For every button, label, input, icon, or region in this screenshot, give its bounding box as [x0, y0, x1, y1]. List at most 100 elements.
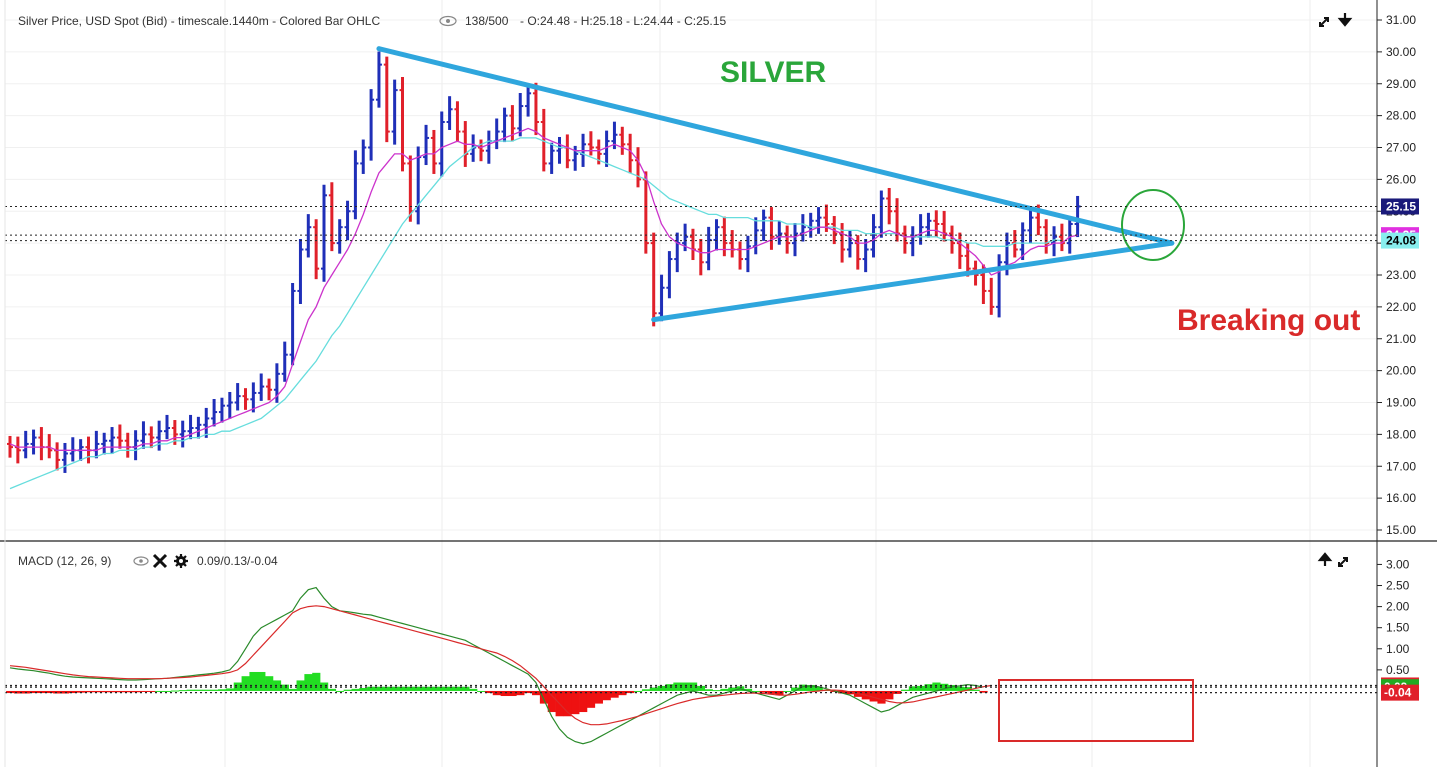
ohlc-bar[interactable]	[705, 226, 712, 271]
ohlc-bar[interactable]	[156, 420, 163, 451]
trendline[interactable]	[651, 240, 1175, 323]
ohlc-bar[interactable]	[266, 378, 273, 401]
ohlc-bar[interactable]	[658, 274, 665, 322]
ohlc-bar[interactable]	[517, 92, 524, 137]
gear-icon[interactable]	[174, 554, 188, 568]
ohlc-bar[interactable]	[234, 383, 241, 411]
ohlc-bar[interactable]	[603, 130, 610, 167]
price-panel[interactable]	[5, 46, 1377, 490]
ohlc-bar[interactable]	[226, 391, 233, 419]
bar-count: 138/500	[465, 14, 509, 28]
ohlc-bar[interactable]	[258, 373, 265, 401]
ohlc-bar[interactable]	[901, 225, 908, 254]
ohlc-bar[interactable]	[846, 230, 853, 258]
ohlc-bar[interactable]	[195, 416, 202, 439]
ohlc-bar[interactable]	[540, 108, 547, 172]
macd-value-label-text: -0.04	[1384, 686, 1412, 700]
ohlc-bar[interactable]	[925, 212, 932, 238]
ohlc-bar[interactable]	[109, 427, 116, 454]
histogram-bar	[500, 690, 509, 697]
ohlc-bar[interactable]	[996, 254, 1003, 318]
ohlc-bar[interactable]	[368, 89, 375, 161]
ohlc-bar[interactable]	[784, 225, 791, 254]
ohlc-bar[interactable]	[289, 282, 296, 366]
ohlc-bar[interactable]	[988, 277, 995, 315]
ohlc-bar[interactable]	[399, 77, 406, 172]
ohlc-bar[interactable]	[375, 51, 382, 108]
ohlc-bar[interactable]	[203, 407, 210, 438]
ohlc-bar[interactable]	[768, 207, 775, 250]
ohlc-bar[interactable]	[7, 435, 13, 458]
ohlc-bar[interactable]	[281, 341, 288, 382]
ohlc-bar[interactable]	[886, 187, 893, 225]
ohlc-bar[interactable]	[744, 235, 751, 273]
ohlc-bar[interactable]	[352, 150, 359, 220]
ohlc-bar[interactable]	[360, 139, 367, 174]
ohlc-bar[interactable]	[446, 96, 453, 130]
expand-icon[interactable]	[1338, 557, 1348, 567]
ohlc-bar[interactable]	[870, 214, 877, 258]
ohlc-bar[interactable]	[933, 210, 940, 238]
ohlc-bar[interactable]	[666, 251, 673, 299]
ohlc-bar[interactable]	[760, 209, 767, 241]
histogram-bar	[202, 689, 211, 691]
ohlc-bar[interactable]	[627, 133, 634, 174]
ohlc-bar[interactable]	[501, 107, 508, 143]
ohlc-bar[interactable]	[587, 131, 594, 156]
close-icon[interactable]	[152, 553, 168, 569]
ohlc-bar[interactable]	[1027, 207, 1034, 244]
ohlc-bar[interactable]	[383, 56, 390, 143]
histogram-bar	[940, 683, 949, 691]
histogram-bar	[508, 690, 517, 697]
ohlc-bar[interactable]	[619, 126, 626, 155]
ohlc-bar[interactable]	[438, 111, 445, 177]
ohlc-bar[interactable]	[321, 184, 327, 282]
ohlc-bar[interactable]	[423, 124, 430, 166]
macd-panel[interactable]	[5, 586, 1377, 745]
ohlc-bar[interactable]	[391, 79, 398, 145]
ohlc-bar[interactable]	[242, 388, 249, 410]
ohlc-bar[interactable]	[164, 414, 170, 440]
ohlc-bar[interactable]	[532, 82, 539, 136]
trendline[interactable]	[376, 46, 1175, 246]
ohlc-bar[interactable]	[305, 214, 312, 258]
ohlc-bar[interactable]	[697, 238, 704, 276]
ohlc-bar[interactable]	[179, 420, 186, 448]
arrow-down-icon[interactable]	[1337, 13, 1353, 27]
price-label: 25.15	[1381, 198, 1419, 215]
arrow-up-icon[interactable]	[1317, 552, 1333, 566]
ohlc-bar[interactable]	[650, 232, 657, 327]
ohlc-bar[interactable]	[101, 432, 108, 455]
ohlc-bar[interactable]	[22, 430, 29, 459]
eye-icon[interactable]	[133, 556, 149, 566]
ohlc-bar[interactable]	[30, 429, 37, 455]
ohlc-bar[interactable]	[878, 190, 885, 238]
ohlc-bar[interactable]	[344, 200, 351, 241]
ohlc-bar[interactable]	[116, 424, 123, 449]
ohlc-bar[interactable]	[336, 219, 343, 254]
ohlc-bar[interactable]	[1019, 222, 1026, 261]
expand-icon[interactable]	[1319, 17, 1329, 27]
eye-icon[interactable]	[439, 15, 457, 27]
ohlc-bar[interactable]	[454, 101, 461, 143]
ohlc-bar[interactable]	[297, 238, 304, 305]
ohlc-bar[interactable]	[815, 207, 822, 234]
ohlc-bar[interactable]	[218, 397, 225, 423]
ohlc-bar[interactable]	[430, 129, 437, 174]
ohlc-bar[interactable]	[525, 85, 532, 117]
ohlc-bar[interactable]	[211, 398, 218, 427]
histogram-bar	[280, 684, 289, 691]
ohlc-bar[interactable]	[1066, 216, 1073, 254]
histogram-bar	[916, 685, 925, 691]
ohlc-bar[interactable]	[250, 382, 257, 413]
ohlc-bar[interactable]	[187, 414, 194, 440]
histogram-bar	[163, 690, 172, 692]
histogram-bar	[453, 686, 462, 691]
ohlc-bar[interactable]	[792, 223, 798, 257]
macd-y-tick-label: 3.00	[1386, 557, 1410, 571]
ohlc-bar[interactable]	[313, 219, 320, 280]
ohlc-bar[interactable]	[548, 142, 555, 174]
ohlc-bar[interactable]	[61, 442, 68, 473]
ohlc-bar[interactable]	[862, 238, 869, 273]
ohlc-bar[interactable]	[328, 182, 335, 252]
